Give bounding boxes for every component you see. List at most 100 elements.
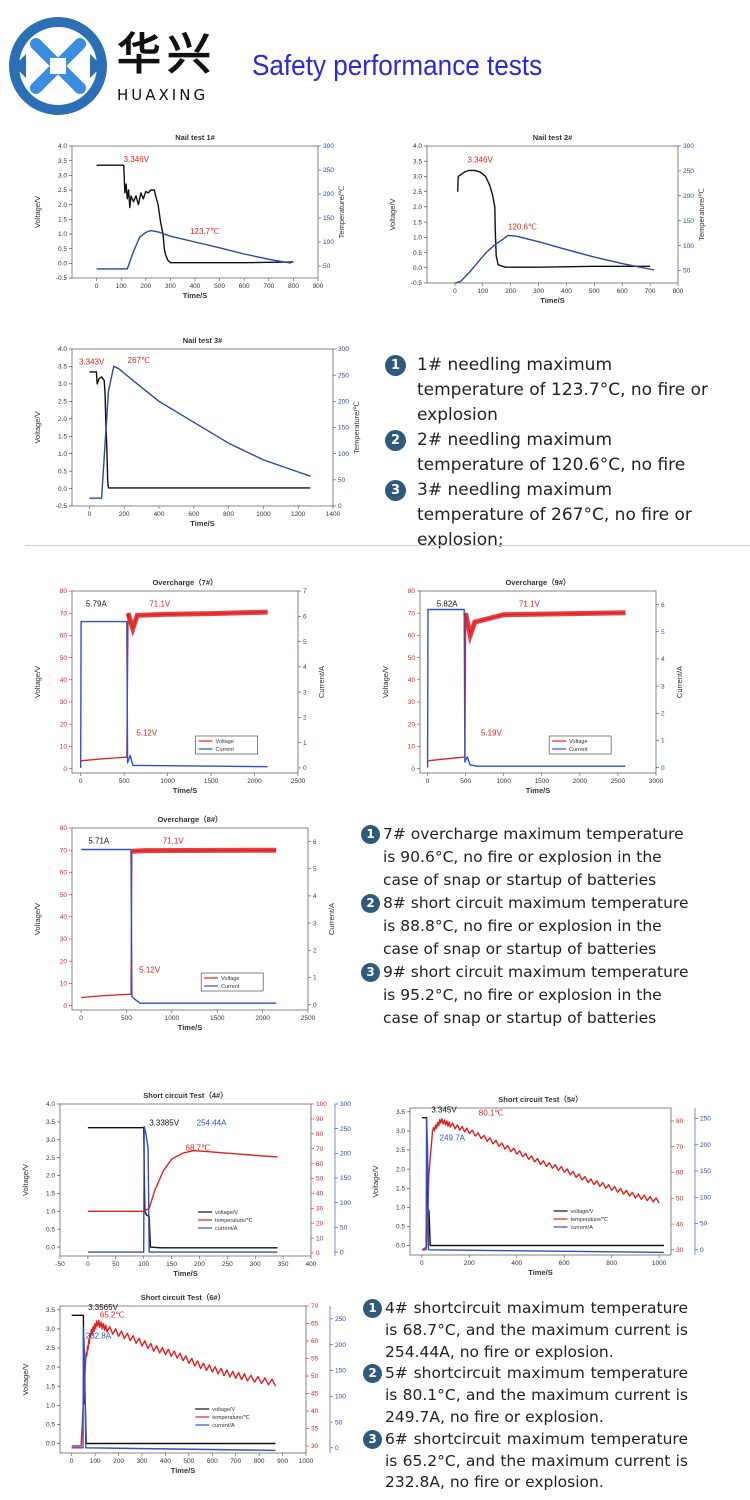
series-band bbox=[125, 609, 268, 637]
legend-label: current/A bbox=[212, 1423, 235, 1429]
x-axis-label: Time/S bbox=[190, 519, 214, 528]
y-tick-label: 1.0 bbox=[396, 1204, 405, 1211]
data-label: 65.2℃ bbox=[100, 1310, 125, 1319]
y3-tick-label: 250 bbox=[700, 1116, 711, 1123]
y2-tick-label: 150 bbox=[338, 425, 349, 432]
y-tick-label: 70 bbox=[60, 847, 68, 854]
y-tick-label: 0.0 bbox=[58, 486, 67, 493]
y2-axis-label: Current/A bbox=[327, 903, 336, 935]
data-label: 71.1V bbox=[519, 600, 541, 609]
x-tick-label: 100 bbox=[477, 288, 488, 295]
x-axis-label: Time/S bbox=[540, 296, 564, 305]
chart-short-circuit-6: Short circuit Test（6#） 0 100 200 300 400 500 60… bbox=[18, 1290, 358, 1485]
y2-tick-label: 3 bbox=[303, 689, 307, 696]
note-text: 1# needling maximum temperature of 123.7… bbox=[417, 355, 709, 425]
y2-tick-label: 5 bbox=[313, 866, 317, 873]
y-tick-label: 80 bbox=[60, 588, 68, 595]
x-tick-label: 0 bbox=[95, 283, 99, 290]
chart-title: Nail test 1# bbox=[175, 133, 215, 142]
x-tick-label: 200 bbox=[140, 283, 151, 290]
chart-overcharge-7: Overcharge（7#） 0 500 1000 1500 2000 2500 0 10 20 3… bbox=[30, 575, 330, 805]
y-tick-label: 2.0 bbox=[396, 1166, 405, 1173]
data-label: 3.343V bbox=[79, 358, 105, 367]
y2-tick-label: 70 bbox=[311, 1303, 319, 1310]
x-tick-label: 800 bbox=[254, 1458, 265, 1465]
x-tick-label: 100 bbox=[90, 1458, 101, 1465]
series-line bbox=[426, 608, 626, 768]
legend-label: Voltage bbox=[569, 739, 587, 745]
y-tick-label: 1.0 bbox=[58, 451, 67, 458]
series-line bbox=[454, 234, 655, 284]
note-text: 8# short circuit maximum temperature is … bbox=[383, 894, 689, 958]
x-tick-label: 0 bbox=[79, 1015, 83, 1022]
y2-tick-label: 150 bbox=[323, 215, 334, 222]
note-item: 1 4# shortcircuit maximum temperature is … bbox=[363, 1298, 688, 1363]
series-band bbox=[131, 847, 277, 854]
y-tick-label: 2.0 bbox=[58, 202, 67, 209]
y3-tick-label: 50 bbox=[700, 1221, 708, 1228]
y-tick-label: 4.0 bbox=[46, 1101, 55, 1108]
y-tick-label: 20 bbox=[60, 958, 68, 965]
y-tick-label: 2.5 bbox=[58, 399, 67, 406]
y2-tick-label: 60 bbox=[311, 1338, 319, 1345]
y2-tick-label: 40 bbox=[311, 1408, 319, 1415]
x-tick-label: 700 bbox=[645, 288, 656, 295]
x-tick-label: 600 bbox=[559, 1260, 570, 1267]
y-tick-label: 10 bbox=[60, 744, 68, 751]
y-tick-label: 1.0 bbox=[46, 1208, 55, 1215]
y2-tick-label: 50 bbox=[338, 477, 346, 484]
x-tick-label: 400 bbox=[160, 1458, 171, 1465]
x-tick-label: 2500 bbox=[301, 1015, 316, 1022]
y-axis-label: Voltage/V bbox=[388, 198, 397, 230]
y2-tick-label: 0 bbox=[313, 1002, 317, 1009]
y-tick-label: 10 bbox=[60, 981, 68, 988]
y-tick-label: 3.5 bbox=[413, 158, 422, 165]
x-tick-label: 800 bbox=[223, 511, 234, 518]
x-tick-label: 0 bbox=[86, 1261, 90, 1268]
huaxing-logo-icon bbox=[9, 17, 107, 115]
y2-tick-label: 30 bbox=[676, 1247, 684, 1254]
x-tick-label: 100 bbox=[116, 283, 127, 290]
y-tick-label: 2.0 bbox=[46, 1173, 55, 1180]
x-tick-label: 500 bbox=[183, 1458, 194, 1465]
x-tick-label: 1200 bbox=[291, 511, 306, 518]
nail-test-notes: 1 1# needling maximum temperature of 123.… bbox=[385, 353, 715, 553]
x-tick-label: 200 bbox=[505, 288, 516, 295]
x-tick-label: 400 bbox=[306, 1261, 317, 1268]
y2-tick-label: 50 bbox=[683, 268, 691, 275]
y-tick-label: 30 bbox=[60, 936, 68, 943]
number-badge: 3 bbox=[361, 963, 380, 982]
x-tick-label: 250 bbox=[222, 1261, 233, 1268]
y-tick-label: 10 bbox=[408, 744, 416, 751]
y-axis-label: Voltage/V bbox=[21, 1164, 30, 1196]
y2-tick-label: 10 bbox=[316, 1235, 324, 1242]
chart-title: Overcharge（9#） bbox=[505, 577, 570, 587]
y-tick-label: 1.5 bbox=[396, 1185, 405, 1192]
y3-tick-label: 50 bbox=[340, 1225, 348, 1232]
data-label: 68.7℃ bbox=[186, 1143, 211, 1152]
y2-tick-label: 60 bbox=[676, 1170, 684, 1177]
data-label: 3.346V bbox=[467, 156, 493, 165]
number-badge: 1 bbox=[363, 1299, 382, 1318]
chart-title: Nail test 2# bbox=[533, 133, 573, 142]
overcharge-notes: 1 7# overcharge maximum temperature is 90… bbox=[361, 823, 696, 1030]
note-text: 6# shortcircuit maximum temperature is 6… bbox=[385, 1429, 688, 1492]
y2-tick-label: 1 bbox=[661, 738, 665, 745]
y-tick-label: 2.0 bbox=[58, 416, 67, 423]
chart-svg: Short circuit Test（5#）0 200 400 600 800 10000… bbox=[371, 1094, 711, 1277]
number-badge: 3 bbox=[363, 1429, 382, 1449]
y-tick-label: 80 bbox=[408, 588, 416, 595]
chart-short-circuit-4: Short circuit Test（4#） -50 0 50 100 150 200 250… bbox=[18, 1088, 363, 1288]
short-circuit-notes: 1 4# shortcircuit maximum temperature is … bbox=[363, 1298, 688, 1494]
y-tick-label: 3.5 bbox=[58, 158, 67, 165]
chart-overcharge-8: Overcharge（8#） 0 500 1000 1500 2000 2500 0 10 20 3… bbox=[30, 812, 340, 1042]
y-tick-label: 20 bbox=[408, 721, 416, 728]
x-tick-label: 400 bbox=[190, 283, 201, 290]
series-line bbox=[96, 229, 292, 270]
y-tick-label: 2.5 bbox=[58, 187, 67, 194]
y-tick-label: 1.0 bbox=[413, 235, 422, 242]
y3-tick-label: 150 bbox=[700, 1168, 711, 1175]
y2-tick-label: 2 bbox=[313, 947, 317, 954]
x-tick-label: 1500 bbox=[210, 1015, 225, 1022]
number-badge: 2 bbox=[363, 1364, 382, 1384]
